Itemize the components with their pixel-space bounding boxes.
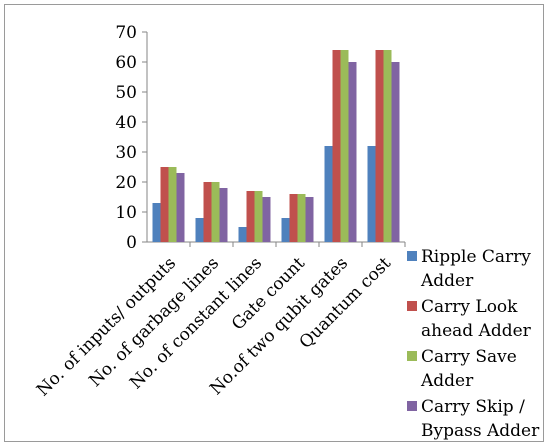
legend: Ripple Carry Adder Carry Look ahead Adder Ca… <box>407 247 540 441</box>
y-tick-label: 10 <box>115 203 137 223</box>
y-tick-label: 70 <box>115 23 137 43</box>
bar-1-5 <box>324 146 333 242</box>
legend-swatch <box>407 401 417 411</box>
bar-4-6 <box>391 62 400 242</box>
chart-frame <box>4 4 544 442</box>
bar-1-1 <box>152 203 161 242</box>
bar-1-3 <box>238 227 247 242</box>
bar-4-3 <box>262 197 271 242</box>
axes <box>142 31 406 247</box>
bar-3-1 <box>168 167 177 242</box>
y-tick-labels: 0 10 20 30 40 50 60 70 <box>115 23 137 253</box>
legend-label: ahead Adder <box>421 321 532 341</box>
legend-swatch <box>407 251 417 261</box>
bar-4-1 <box>176 173 185 242</box>
bar-1-6 <box>367 146 376 242</box>
bar-1-2 <box>195 218 204 242</box>
legend-label: Carry Skip / <box>421 397 525 417</box>
bar-2-6 <box>375 50 384 242</box>
bar-3-4 <box>297 194 306 242</box>
bar-2-5 <box>332 50 341 242</box>
y-tick-label: 50 <box>115 83 137 103</box>
bar-2-2 <box>203 182 212 242</box>
bar-2-4 <box>289 194 298 242</box>
legend-swatch <box>407 301 417 311</box>
y-tick-label: 0 <box>126 233 137 253</box>
legend-label: Adder <box>420 371 474 391</box>
legend-label: Carry Look <box>421 297 518 317</box>
y-tick-label: 40 <box>115 113 137 133</box>
bar-2-1 <box>160 167 169 242</box>
y-tick-label: 20 <box>115 173 137 193</box>
legend-label: Ripple Carry <box>421 247 531 267</box>
bar-3-6 <box>383 50 392 242</box>
bar-3-2 <box>211 182 220 242</box>
bars <box>152 50 400 242</box>
y-tick-label: 30 <box>115 143 137 163</box>
legend-label: Carry Save <box>421 347 517 367</box>
bar-4-5 <box>348 62 357 242</box>
bar-3-3 <box>254 191 263 242</box>
legend-label: Bypass Adder <box>421 421 540 441</box>
legend-label: Adder <box>420 271 474 291</box>
legend-swatch <box>407 351 417 361</box>
bar-4-2 <box>219 188 228 242</box>
bar-3-5 <box>340 50 349 242</box>
bar-2-3 <box>246 191 255 242</box>
bar-1-4 <box>281 218 290 242</box>
y-tick-label: 60 <box>115 53 137 73</box>
bar-4-4 <box>305 197 314 242</box>
